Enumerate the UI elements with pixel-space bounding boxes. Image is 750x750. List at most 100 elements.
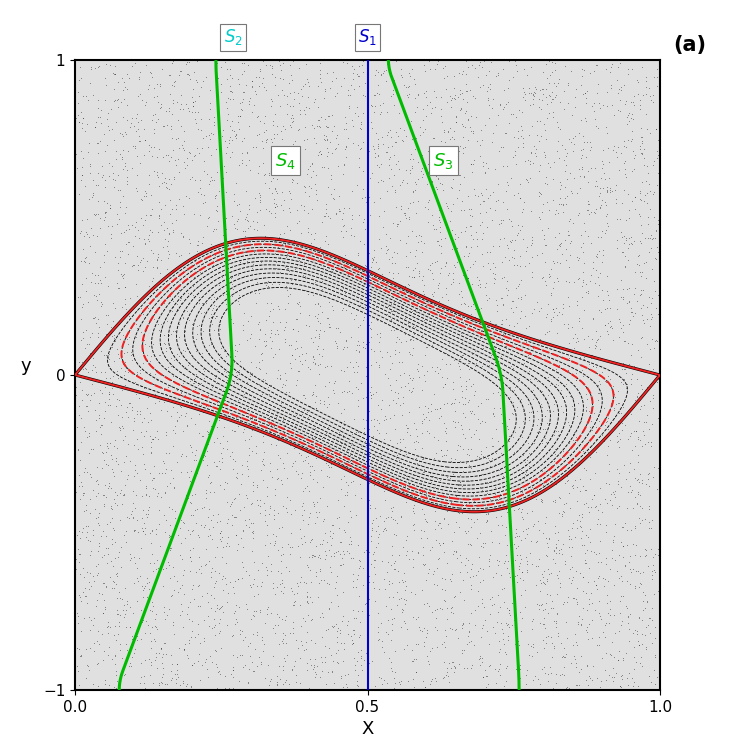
- Point: [486, 440, 498, 452]
- Point: [454, 586, 466, 598]
- Point: [558, 661, 570, 673]
- Point: [369, 89, 381, 101]
- Point: [239, 659, 251, 671]
- Point: [472, 279, 484, 291]
- Point: [191, 142, 203, 154]
- Point: [402, 377, 414, 389]
- Point: [100, 678, 112, 690]
- Point: [416, 161, 428, 173]
- Point: [563, 134, 575, 146]
- Point: [80, 504, 92, 516]
- Point: [217, 584, 229, 596]
- Point: [232, 573, 244, 585]
- Point: [591, 518, 603, 530]
- Point: [189, 449, 201, 461]
- Point: [214, 318, 226, 330]
- Point: [573, 127, 585, 139]
- Point: [417, 558, 429, 570]
- Point: [556, 376, 568, 388]
- Point: [185, 106, 197, 118]
- Point: [101, 113, 113, 125]
- Point: [258, 234, 270, 246]
- Point: [92, 178, 104, 190]
- Point: [338, 159, 350, 171]
- Point: [640, 70, 652, 82]
- Point: [210, 71, 222, 83]
- Point: [136, 490, 148, 502]
- Point: [369, 450, 381, 462]
- Point: [101, 437, 113, 449]
- Point: [568, 592, 580, 604]
- Point: [416, 503, 428, 515]
- Point: [405, 303, 417, 315]
- Point: [118, 670, 130, 682]
- Point: [419, 237, 430, 249]
- Point: [92, 137, 104, 149]
- Point: [332, 494, 344, 506]
- Point: [331, 589, 343, 601]
- Point: [126, 112, 138, 124]
- Point: [583, 670, 595, 682]
- Point: [483, 660, 495, 672]
- Point: [229, 344, 241, 355]
- Point: [340, 142, 352, 154]
- Point: [76, 487, 88, 499]
- Point: [293, 215, 305, 227]
- Point: [596, 284, 608, 296]
- Point: [253, 362, 265, 374]
- Point: [185, 681, 197, 693]
- Point: [497, 299, 509, 311]
- Point: [343, 268, 355, 280]
- Point: [151, 262, 163, 274]
- Point: [596, 294, 608, 306]
- Point: [540, 170, 552, 182]
- Point: [146, 150, 158, 162]
- Point: [251, 440, 262, 452]
- Point: [196, 659, 208, 671]
- Point: [320, 526, 332, 538]
- Point: [236, 154, 248, 166]
- Point: [310, 660, 322, 672]
- Point: [550, 378, 562, 390]
- Point: [238, 258, 250, 270]
- Point: [634, 500, 646, 512]
- Text: $S_1$: $S_1$: [358, 28, 377, 47]
- Point: [86, 389, 98, 401]
- Point: [501, 562, 513, 574]
- Point: [352, 646, 364, 658]
- Point: [103, 157, 115, 169]
- Point: [89, 62, 101, 74]
- Point: [387, 272, 399, 284]
- Point: [99, 174, 111, 186]
- Point: [164, 227, 176, 239]
- Point: [220, 298, 232, 310]
- Point: [228, 195, 240, 207]
- Point: [421, 326, 433, 338]
- Point: [246, 497, 258, 509]
- Point: [299, 482, 311, 494]
- Point: [187, 100, 199, 112]
- Point: [241, 214, 253, 226]
- Point: [542, 374, 554, 386]
- Point: [406, 386, 418, 398]
- Point: [143, 583, 155, 595]
- Point: [542, 630, 554, 642]
- Point: [336, 286, 348, 298]
- Point: [128, 260, 140, 272]
- Point: [260, 339, 272, 351]
- Point: [374, 511, 386, 523]
- Point: [72, 444, 84, 456]
- Point: [127, 355, 139, 367]
- Point: [367, 253, 379, 265]
- Point: [563, 213, 575, 225]
- Point: [392, 684, 404, 696]
- Point: [450, 546, 462, 558]
- Point: [370, 512, 382, 524]
- Point: [100, 238, 112, 250]
- Point: [321, 578, 333, 590]
- Point: [146, 209, 158, 221]
- Point: [178, 362, 190, 374]
- Point: [180, 489, 192, 501]
- Point: [333, 205, 345, 217]
- Point: [116, 465, 128, 477]
